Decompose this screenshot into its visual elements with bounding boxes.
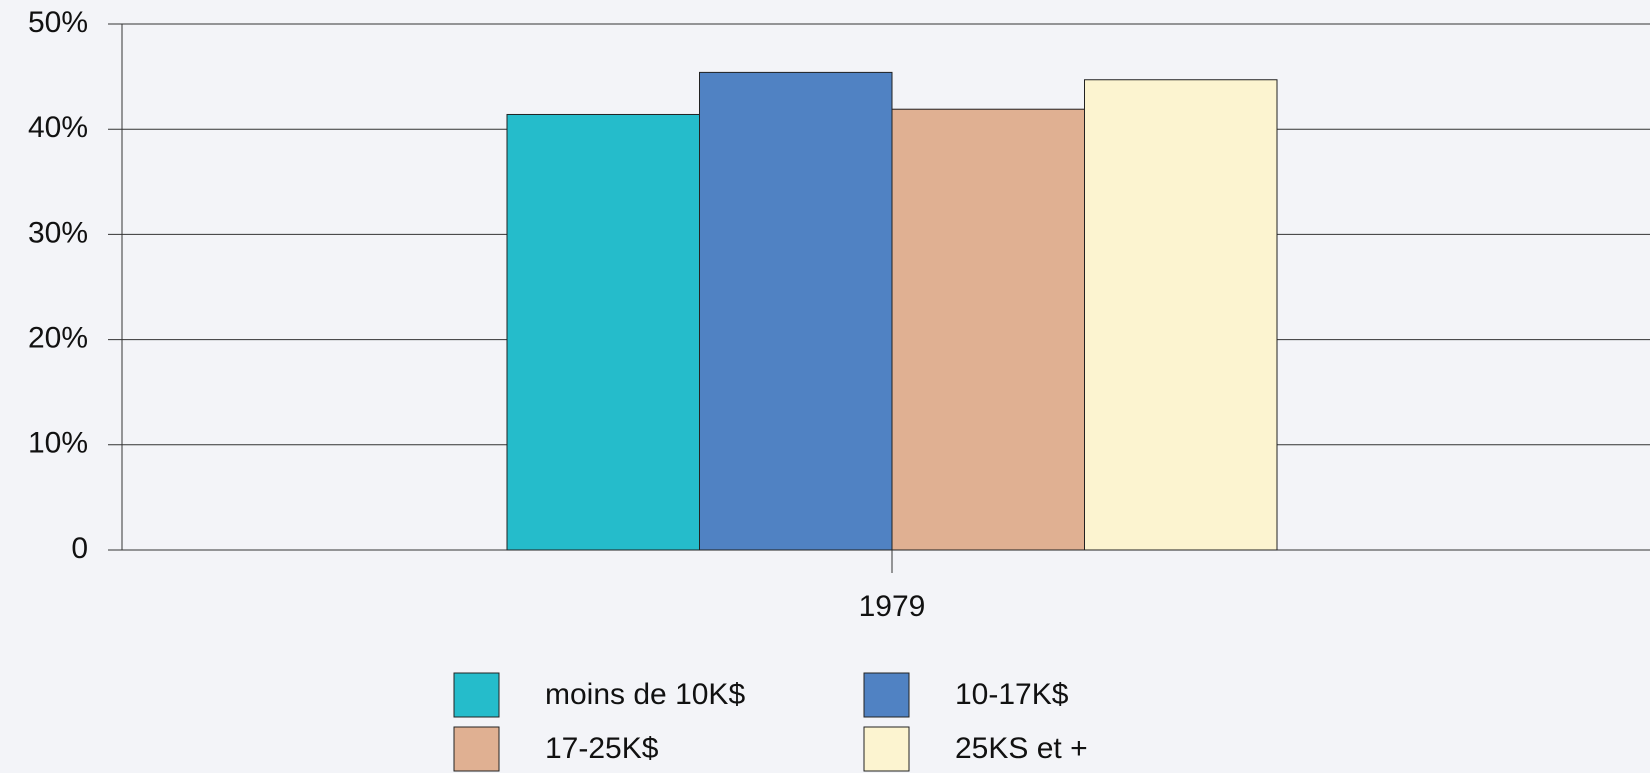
- bar: [1084, 79, 1278, 551]
- bar: [891, 108, 1085, 551]
- legend-label: 25KS et +: [955, 732, 1088, 765]
- y-tick-label: 40%: [28, 111, 88, 144]
- y-tick-label: 10%: [28, 427, 88, 460]
- bar: [699, 71, 893, 551]
- y-tick-label: 50%: [28, 6, 88, 39]
- bar: [506, 113, 700, 551]
- legend-label: 10-17K$: [955, 678, 1069, 711]
- legend-label: 17-25K$: [545, 732, 659, 765]
- y-tick-label: 0: [71, 532, 88, 565]
- legend-swatch: [863, 726, 910, 772]
- legend-swatch: [453, 726, 500, 772]
- y-tick-label: 20%: [28, 322, 88, 355]
- legend-label: moins de 10K$: [545, 678, 745, 711]
- y-tick-label: 30%: [28, 216, 88, 249]
- legend-swatch: [453, 672, 500, 718]
- x-tick-label: 1979: [859, 590, 926, 623]
- legend-swatch: [863, 672, 910, 718]
